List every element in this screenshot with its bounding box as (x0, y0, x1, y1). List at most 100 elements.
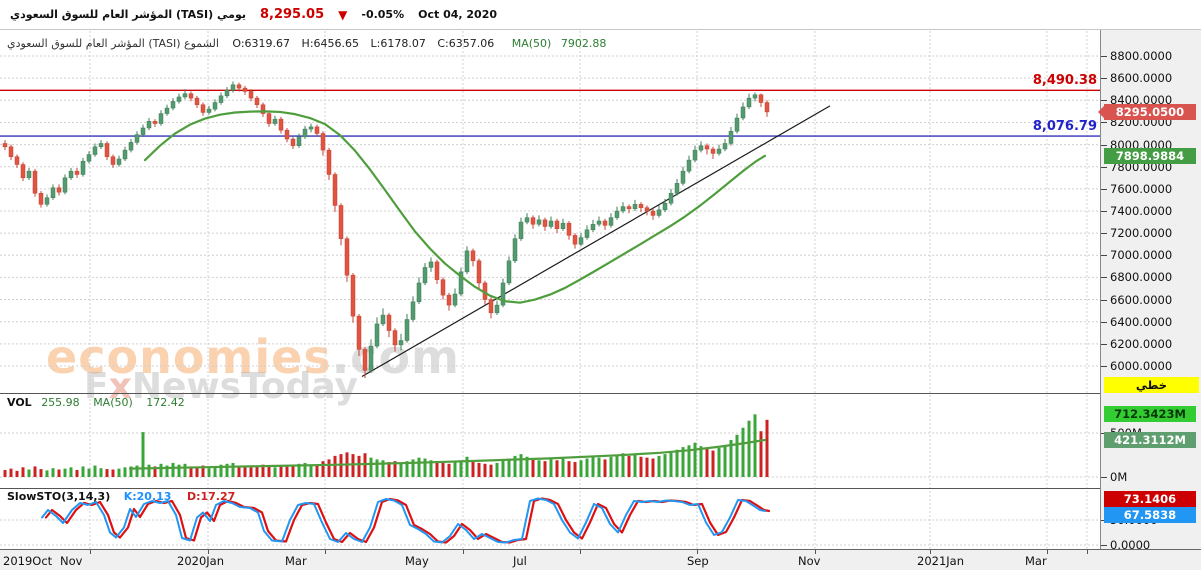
volume-bar (747, 420, 751, 477)
volume-bar (405, 461, 409, 477)
candle (134, 134, 140, 143)
volume-bar (735, 434, 739, 477)
volume-bar (519, 454, 523, 477)
quote-date: Oct 04, 2020 (418, 8, 497, 21)
axis-tick (1101, 299, 1107, 301)
axis-tick-label: 6200.0000 (1110, 336, 1173, 351)
candle (140, 127, 146, 135)
axis-tick-label: 6400.0000 (1110, 314, 1173, 329)
volume-bar (249, 467, 253, 477)
candle (194, 97, 200, 105)
volume-bar (495, 462, 499, 477)
candle (80, 160, 86, 175)
volume-bar (75, 469, 79, 477)
volume-bar (441, 462, 445, 477)
stochastic-k-badge: 67.5838 (1104, 507, 1196, 523)
candle (722, 143, 728, 150)
time-axis-label: 2021Jan (917, 554, 964, 568)
candle (206, 108, 212, 113)
volume-bar (447, 463, 451, 477)
volume-bar (669, 451, 673, 477)
candle (632, 204, 638, 210)
volume-bar (21, 467, 25, 477)
volume-bar (117, 468, 121, 477)
candle (2, 143, 8, 148)
candle (278, 118, 284, 131)
volume-bar (63, 468, 67, 477)
candle (560, 222, 566, 229)
candle (458, 271, 464, 295)
volume-bar (69, 467, 73, 477)
time-axis[interactable]: 2019Oct Nov 2020Jan Mar May Jul Sep Nov 2021Jan M… (0, 549, 1201, 570)
candle (512, 238, 518, 262)
candle (146, 121, 152, 129)
volume-bar (189, 466, 193, 477)
volume-bar (765, 419, 769, 477)
volume-bar (513, 455, 517, 477)
candle (224, 90, 230, 97)
stochastic-k-value: K:20.13 (123, 490, 172, 503)
candle (536, 219, 542, 225)
volume-bar (639, 456, 643, 477)
stochastic-d-badge: 73.1406 (1104, 491, 1196, 507)
candle (764, 102, 770, 113)
candle (56, 187, 62, 193)
candle (470, 250, 476, 262)
candle (266, 113, 272, 124)
volume-bar (375, 459, 379, 477)
candle (416, 282, 422, 303)
candle (32, 170, 38, 194)
candle (716, 148, 722, 154)
candle (500, 282, 506, 306)
candle (254, 97, 260, 105)
axis-tick (1101, 365, 1107, 367)
volume-bar (285, 466, 289, 477)
candle (50, 187, 56, 198)
stochastic-info-line: SlowSTO(3,14,3) K:20.13 D:17.27 (7, 490, 235, 503)
volume-bar (3, 469, 7, 477)
volume-bar (465, 456, 469, 477)
scale-mode-badge[interactable]: خطي (1104, 377, 1199, 393)
ohlc-info-line: المؤشر العام للسوق السعودي (TASI) الشموع… (7, 37, 606, 50)
candle (566, 222, 572, 236)
axis-tick-label: 7000.0000 (1110, 248, 1173, 263)
volume-bar (123, 467, 127, 477)
open-value: O:6319.67 (232, 37, 291, 50)
volume-bar (105, 469, 109, 477)
volume-bar (225, 463, 229, 477)
volume-bar (195, 467, 199, 477)
volume-badge: 712.3423M (1104, 406, 1196, 423)
axis-tick (1101, 211, 1107, 212)
axis-tick-label: 0M (1110, 470, 1128, 484)
candle (242, 87, 248, 92)
volume-bar (237, 465, 241, 477)
candle (746, 97, 752, 108)
candle (182, 93, 188, 98)
price-axis[interactable]: 8295.0500 7898.9884 712.3423M 421.3112M … (1098, 30, 1201, 552)
volume-bar (279, 465, 283, 477)
candle (674, 183, 680, 194)
close-value: C:6357.06 (437, 37, 495, 50)
candle (554, 220, 560, 229)
volume-bar (219, 464, 223, 477)
volume-bar (153, 466, 157, 477)
volume-ma-line (128, 438, 767, 470)
volume-bar (579, 460, 583, 477)
volume-bar (531, 459, 535, 477)
axis-tick (1101, 188, 1107, 190)
resistance-level-label: 8,490.38 (1032, 73, 1097, 88)
volume-bar (45, 470, 49, 477)
ma50-value: 7902.88 (560, 37, 607, 50)
candle (230, 84, 236, 91)
volume-bar (567, 461, 571, 477)
volume-bar (129, 466, 133, 477)
volume-bar (303, 462, 307, 477)
volume-bar (51, 468, 55, 477)
axis-tick (1101, 122, 1107, 124)
support-level-label: 8,076.79 (1032, 119, 1097, 134)
candle (422, 267, 428, 284)
ma50-line (143, 110, 767, 304)
volume-bar (27, 469, 31, 477)
volume-bar (657, 455, 661, 477)
